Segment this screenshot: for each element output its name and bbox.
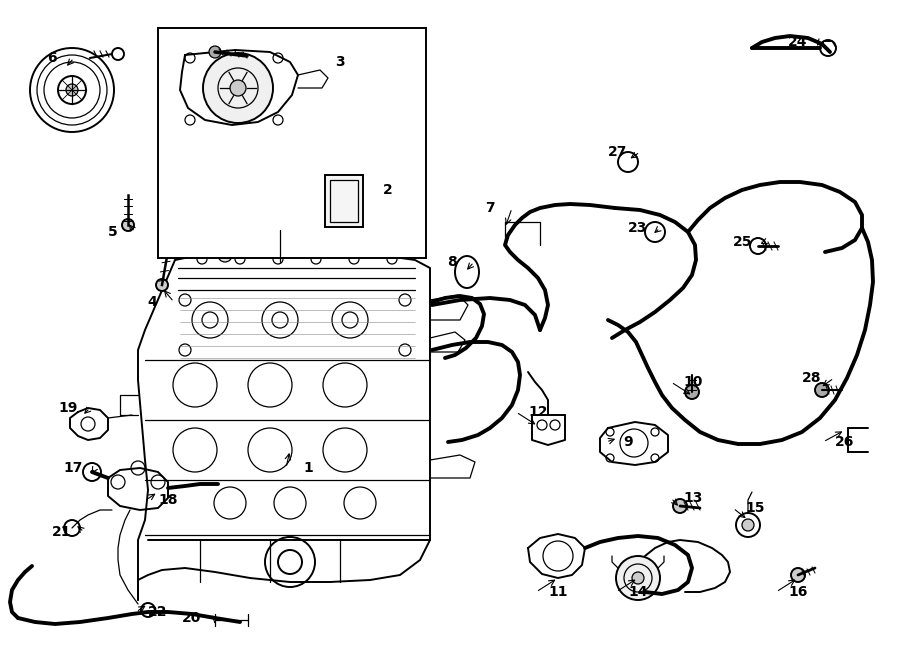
Bar <box>330 180 358 222</box>
Text: 18: 18 <box>158 493 178 507</box>
Text: 28: 28 <box>802 371 822 385</box>
Text: 6: 6 <box>47 51 57 65</box>
Text: 27: 27 <box>608 145 627 159</box>
Text: 3: 3 <box>335 55 345 69</box>
Text: 16: 16 <box>788 585 807 599</box>
Circle shape <box>218 248 232 262</box>
Text: 1: 1 <box>303 461 313 475</box>
Text: 8: 8 <box>447 255 457 269</box>
Text: 19: 19 <box>58 401 77 415</box>
Text: 7: 7 <box>485 201 495 215</box>
Text: 10: 10 <box>683 375 703 389</box>
Circle shape <box>122 219 134 231</box>
Text: 4: 4 <box>147 295 157 309</box>
Bar <box>158 28 426 258</box>
Text: 2: 2 <box>383 183 393 197</box>
Circle shape <box>791 568 805 582</box>
Text: 13: 13 <box>683 491 703 505</box>
Bar <box>325 175 363 227</box>
Circle shape <box>673 499 687 513</box>
Text: 26: 26 <box>835 435 855 449</box>
Circle shape <box>685 385 699 399</box>
Text: 11: 11 <box>548 585 568 599</box>
Circle shape <box>742 519 754 531</box>
Circle shape <box>815 383 829 397</box>
Circle shape <box>230 80 246 96</box>
Text: 15: 15 <box>745 501 765 515</box>
Circle shape <box>156 279 168 291</box>
Text: 23: 23 <box>628 221 648 235</box>
Text: 22: 22 <box>148 605 167 619</box>
Text: 9: 9 <box>623 435 633 449</box>
Circle shape <box>632 572 644 584</box>
Circle shape <box>66 84 78 96</box>
Text: 20: 20 <box>183 611 202 625</box>
Text: 21: 21 <box>52 525 72 539</box>
Text: 14: 14 <box>628 585 648 599</box>
Text: 25: 25 <box>734 235 752 249</box>
Text: 5: 5 <box>108 225 118 239</box>
Text: 24: 24 <box>788 35 808 49</box>
Text: 17: 17 <box>63 461 83 475</box>
Circle shape <box>616 556 660 600</box>
Circle shape <box>203 53 273 123</box>
Circle shape <box>209 46 221 58</box>
Text: 12: 12 <box>528 405 548 419</box>
